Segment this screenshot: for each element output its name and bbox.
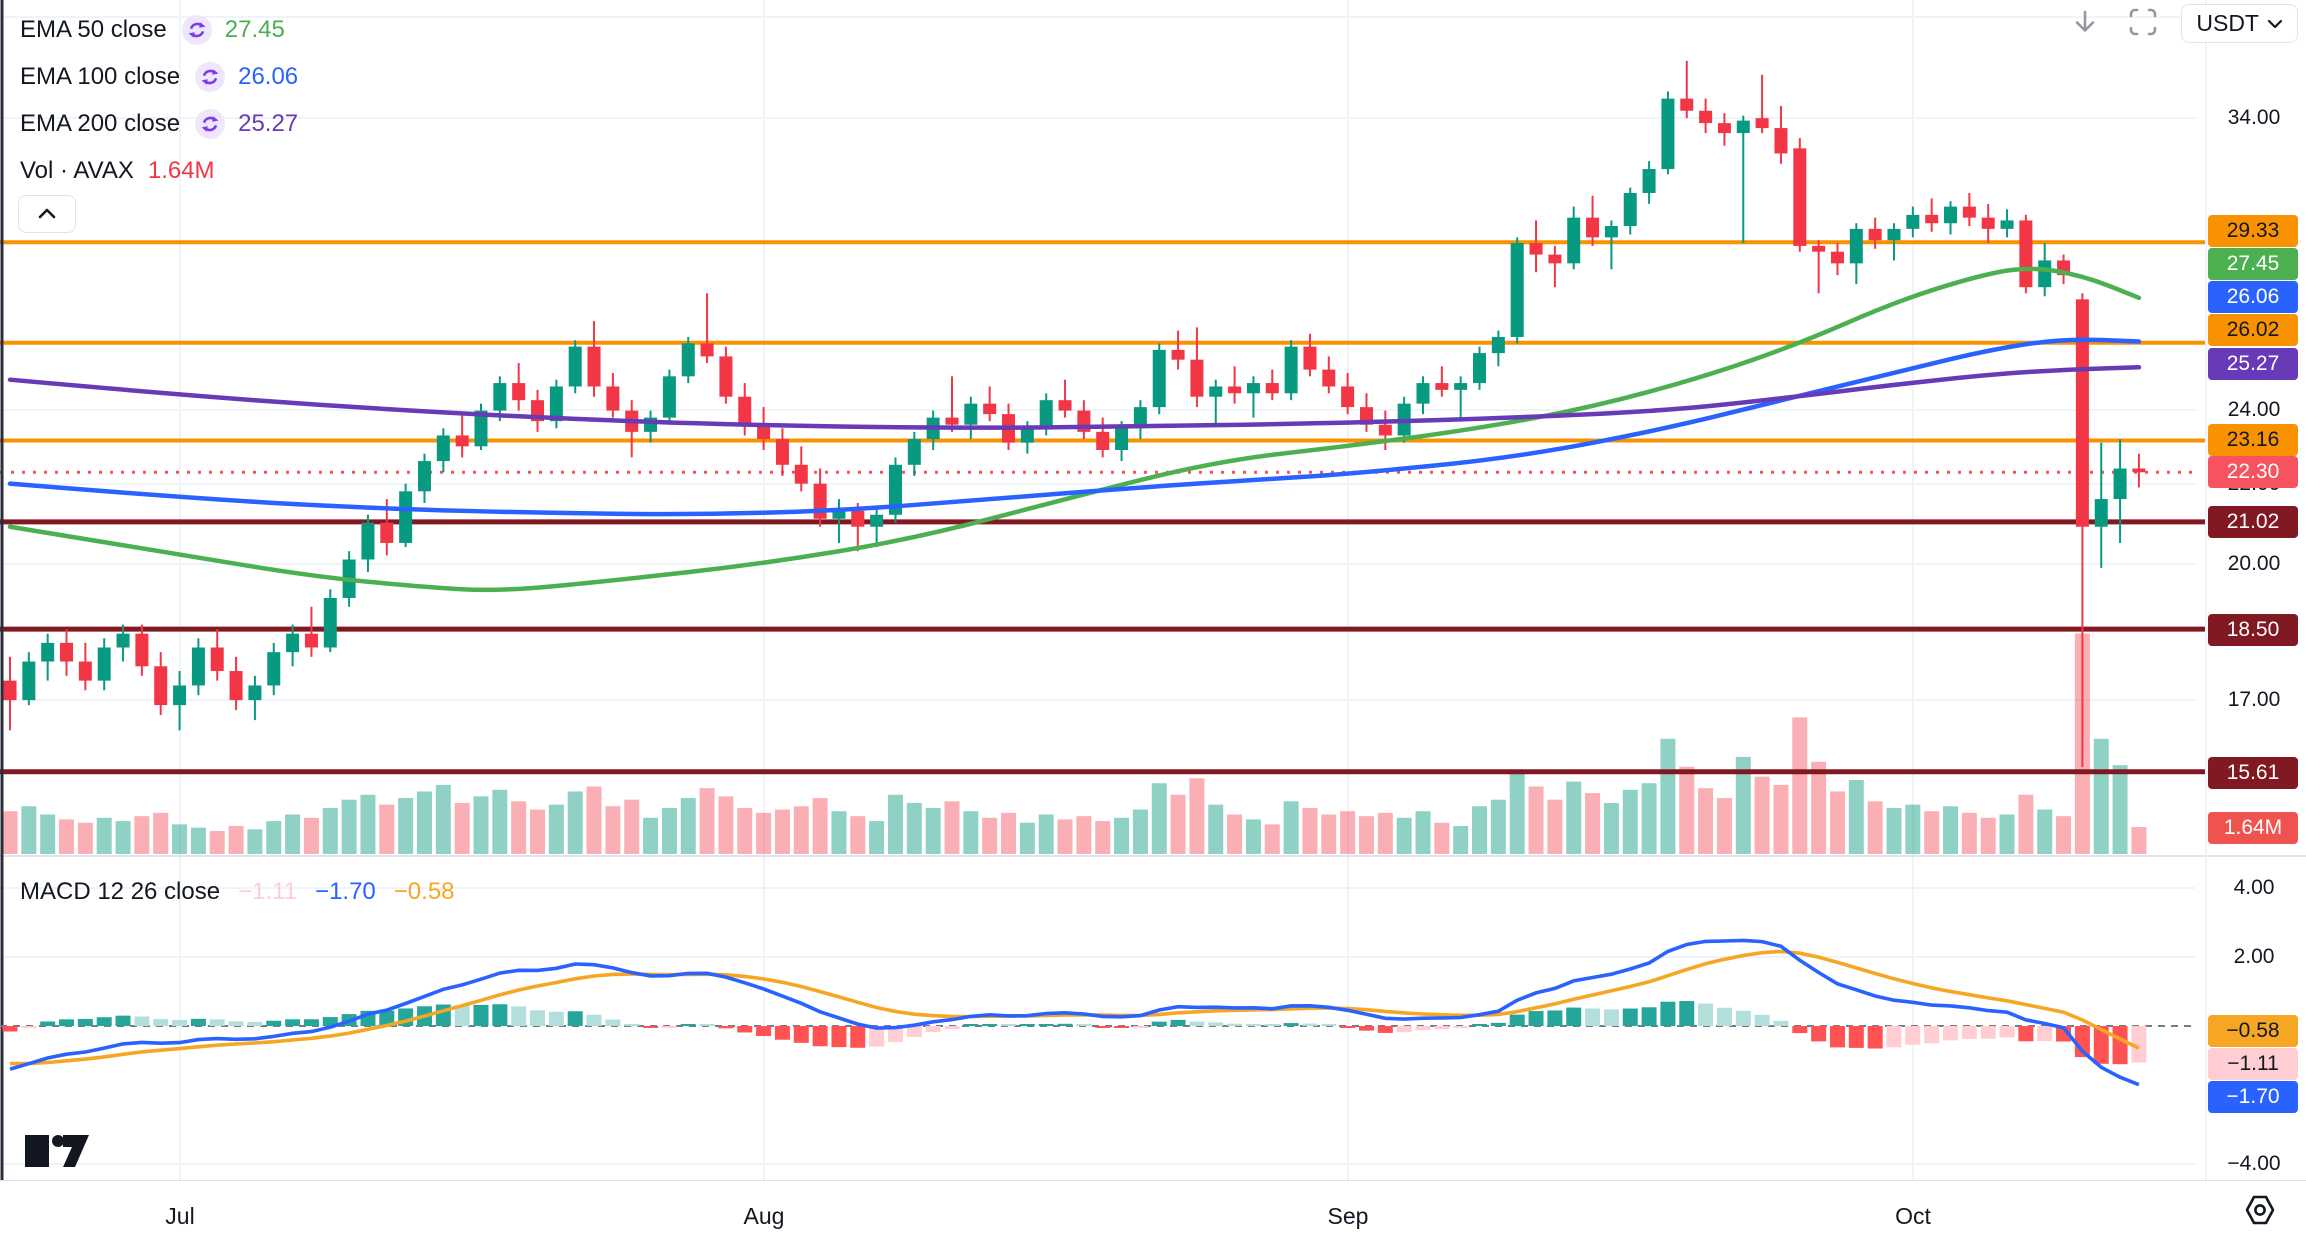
ema100-value: 26.06 (238, 62, 299, 90)
chevron-down-icon (2267, 19, 2283, 28)
ema200-value: 25.27 (238, 109, 299, 137)
price-axis[interactable]: 34.0024.0022.0020.0017.004.002.00−4.0029… (2206, 0, 2306, 1180)
legend-row-ema50: EMA 50 close 27.45 (20, 6, 298, 53)
ema-line[interactable] (7, 365, 2142, 430)
price-axis-badge: 15.61 (2208, 757, 2298, 789)
ema50-label: EMA 50 close (20, 15, 167, 43)
macd-axis-badge: −1.70 (2208, 1081, 2298, 1113)
fullscreen-icon (2130, 8, 2157, 36)
month-label: Oct (1895, 1203, 1931, 1229)
month-label: Aug (743, 1203, 785, 1229)
price-axis-badge: 25.27 (2208, 348, 2298, 380)
macd-axis-badge: −1.11 (2208, 1048, 2298, 1080)
macd-label: MACD 12 26 close (20, 878, 221, 905)
macd-signal-value: −0.58 (393, 878, 455, 905)
collapse-pane-button[interactable] (18, 195, 76, 233)
macd-line[interactable] (9, 938, 2140, 1087)
macd-histogram-value: −1.11 (238, 878, 298, 905)
price-axis-badge: 1.64M (2208, 812, 2298, 844)
macd-histogram[interactable] (2, 1001, 2147, 1065)
macd-line-value: −1.70 (315, 878, 376, 905)
macd-legend: MACD 12 26 close −1.11 −1.70 −0.58 (20, 878, 455, 906)
ema-line[interactable] (7, 337, 2142, 517)
ema100-label: EMA 100 close (20, 62, 181, 90)
fullscreen-button[interactable] (2123, 2, 2163, 45)
legend-row-ema100: EMA 100 close 26.06 (20, 53, 298, 100)
price-axis-badge: 29.33 (2208, 215, 2298, 247)
month-label: Jul (165, 1203, 195, 1229)
price-axis-label: 34.00 (2227, 106, 2281, 129)
month-label: Sep (1327, 1203, 1369, 1229)
horizontal-gridlines (0, 16, 2195, 1165)
price-axis-label: 24.00 (2227, 398, 2281, 421)
ema-line[interactable] (7, 266, 2142, 593)
volume-series[interactable] (2, 633, 2147, 854)
ema50-value: 27.45 (224, 15, 285, 43)
price-axis-badge: 23.16 (2208, 424, 2298, 456)
legend-row-ema200: EMA 200 close 25.27 (20, 100, 298, 147)
download-icon (2076, 10, 2095, 32)
volume-value: 1.64M (147, 156, 215, 184)
indicator-legend: EMA 50 close 27.45 EMA 100 close 26.06 E… (20, 6, 298, 194)
price-axis-badge: 18.50 (2208, 614, 2298, 646)
chevron-up-icon (38, 208, 56, 219)
price-axis-label: 20.00 (2227, 552, 2281, 575)
tradingview-logo[interactable] (25, 1133, 89, 1174)
price-axis-badge: 27.45 (2208, 248, 2298, 280)
price-axis-label: 17.00 (2227, 688, 2281, 711)
gear-icon (2245, 1195, 2275, 1225)
price-axis-badge: 21.02 (2208, 506, 2298, 538)
volume-label: Vol · AVAX (20, 156, 134, 184)
candlestick-series[interactable] (3, 60, 2146, 767)
currency-label: USDT (2196, 10, 2259, 36)
price-axis-badge: 26.02 (2208, 314, 2298, 346)
macd-axis-label: 2.00 (2233, 945, 2275, 968)
download-button[interactable] (2065, 2, 2105, 45)
chart-toolbar: USDT (2065, 2, 2298, 45)
refresh-icon[interactable] (194, 108, 226, 140)
price-axis-badge: 26.06 (2208, 281, 2298, 313)
refresh-icon[interactable] (181, 14, 213, 46)
axis-settings-button[interactable] (2242, 1193, 2278, 1230)
time-axis[interactable]: Jul Aug Sep Oct (0, 1180, 2306, 1240)
macd-axis-badge: −0.58 (2208, 1015, 2298, 1047)
macd-signal-line[interactable] (10, 949, 2140, 1066)
macd-axis-label: 4.00 (2233, 876, 2275, 899)
refresh-icon[interactable] (194, 61, 226, 93)
price-axis-badge: 22.30 (2208, 456, 2298, 488)
currency-selector[interactable]: USDT (2181, 4, 2298, 43)
ema200-label: EMA 200 close (20, 109, 181, 137)
macd-axis-label: −4.00 (2227, 1152, 2281, 1175)
legend-row-volume: Vol · AVAX 1.64M (20, 147, 298, 194)
